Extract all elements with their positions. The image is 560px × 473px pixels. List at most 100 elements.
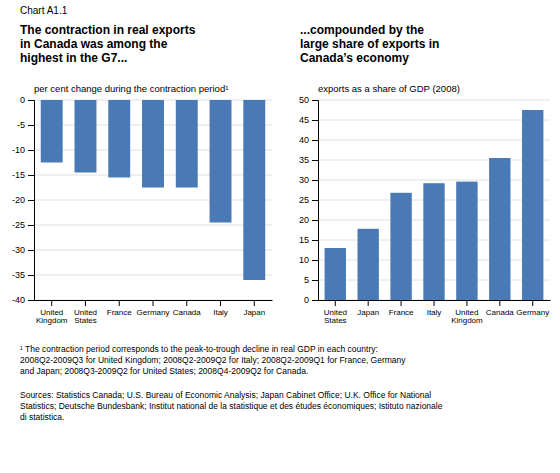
y-tick: -15 <box>12 170 34 180</box>
tick-mark <box>312 180 318 181</box>
y-tick-label: 0 <box>20 95 25 105</box>
chart-title-line: ...compounded by the <box>300 23 424 37</box>
y-tick: 40 <box>299 135 318 145</box>
chart-title: ...compounded by thelarge share of expor… <box>300 23 439 65</box>
bar <box>108 100 130 178</box>
y-tick: 50 <box>299 95 318 105</box>
x-tick-label-line: Canada <box>486 308 515 317</box>
chart-title: The contraction in real exportsin Canada… <box>20 23 196 65</box>
grid-line <box>318 180 550 181</box>
x-tick-label: UnitedStates <box>74 308 97 326</box>
x-tick-label-line: France <box>389 308 414 317</box>
y-tick: 10 <box>299 255 318 265</box>
chart: ...compounded by thelarge share of expor… <box>299 23 551 325</box>
tick-mark <box>153 300 154 306</box>
x-tick-label-line: States <box>74 316 97 325</box>
chart-title-line: highest in the G7... <box>20 51 127 65</box>
bar <box>522 110 543 300</box>
y-axis-label: exports as a share of GDP (2008) <box>318 83 460 94</box>
chart-title-line: Canada’s economy <box>300 51 409 65</box>
x-tick: Italy <box>213 300 228 317</box>
chart-title-line: large share of exports in <box>300 37 439 51</box>
x-tick-label: Germany <box>137 308 170 317</box>
x-axis: UnitedStates Japan France Italy UnitedKingdo… <box>319 300 551 325</box>
tick-mark <box>312 140 318 141</box>
tick-mark <box>466 300 467 306</box>
y-tick-label: 50 <box>299 95 309 105</box>
x-tick-label-line: Kingdom <box>36 316 68 325</box>
footnote-line: di statistica. <box>20 412 64 422</box>
chart-title-line: in Canada was among the <box>20 37 168 51</box>
tick-mark <box>312 300 318 301</box>
bar <box>390 193 411 300</box>
tick-mark <box>335 300 336 306</box>
x-tick-label: Canada <box>173 308 202 317</box>
tick-mark <box>499 300 500 306</box>
y-tick: -40 <box>12 295 34 305</box>
y-tick: -30 <box>12 245 34 255</box>
tick-mark <box>28 250 34 251</box>
y-tick-label: -25 <box>12 220 25 230</box>
x-tick: UnitedKingdom <box>451 300 483 325</box>
chart-title-line: The contraction in real exports <box>20 23 196 37</box>
x-tick-label: UnitedKingdom <box>36 308 68 326</box>
x-tick: Germany <box>516 300 549 317</box>
tick-mark <box>28 225 34 226</box>
tick-mark <box>85 300 86 306</box>
y-tick: 25 <box>299 195 318 205</box>
x-tick-label-line: United <box>40 308 63 317</box>
x-tick: Japan <box>243 300 265 317</box>
y-tick-label: 20 <box>299 215 309 225</box>
x-tick-label: Italy <box>213 308 228 317</box>
x-tick: Japan <box>357 300 379 317</box>
x-tick-label-line: United <box>324 308 347 317</box>
footnote-line: Sources: Statistics Canada; U.S. Bureau … <box>20 390 431 400</box>
y-tick: 0 <box>20 95 34 105</box>
grid <box>318 100 550 300</box>
x-tick-label: Canada <box>486 308 515 317</box>
footnote: Sources: Statistics Canada; U.S. Bureau … <box>20 390 443 422</box>
tick-mark <box>312 240 318 241</box>
x-tick-label-line: Germany <box>516 308 549 317</box>
chart-label: Chart A1.1 <box>20 5 68 16</box>
x-tick-label-line: States <box>324 316 347 325</box>
y-tick-label: -35 <box>12 270 25 280</box>
x-tick-label: Germany <box>516 308 549 317</box>
grid-line <box>318 140 550 141</box>
tick-mark <box>254 300 255 306</box>
tick-mark <box>434 300 435 306</box>
x-tick: France <box>389 300 414 317</box>
tick-mark <box>401 300 402 306</box>
bar <box>423 183 444 300</box>
tick-mark <box>28 175 34 176</box>
y-tick-label: 35 <box>299 155 309 165</box>
x-tick-label-line: Japan <box>357 308 379 317</box>
x-tick-label: UnitedStates <box>324 308 347 326</box>
y-tick: -20 <box>12 195 34 205</box>
y-tick: 30 <box>299 175 318 185</box>
tick-mark <box>28 150 34 151</box>
x-tick-label: Japan <box>357 308 379 317</box>
y-tick: 35 <box>299 155 318 165</box>
grid-line <box>318 160 550 161</box>
y-tick-label: -30 <box>12 245 25 255</box>
x-tick: UnitedKingdom <box>36 300 68 325</box>
grid-line <box>318 100 550 101</box>
y-tick-label: -40 <box>12 295 25 305</box>
tick-mark <box>28 275 34 276</box>
bar <box>489 158 510 300</box>
x-tick-label-line: Germany <box>137 308 170 317</box>
y-tick-label: -10 <box>12 145 25 155</box>
x-tick-label-line: Italy <box>427 308 442 317</box>
x-tick-label-line: France <box>107 308 132 317</box>
y-tick-label: 30 <box>299 175 309 185</box>
bars <box>41 100 265 280</box>
bar <box>325 248 346 300</box>
bar <box>456 182 477 300</box>
x-tick-label: Japan <box>243 308 265 317</box>
tick-mark <box>312 160 318 161</box>
tick-mark <box>532 300 533 306</box>
x-tick-label: UnitedKingdom <box>451 308 483 326</box>
tick-mark <box>312 100 318 101</box>
y-tick-label: -20 <box>12 195 25 205</box>
